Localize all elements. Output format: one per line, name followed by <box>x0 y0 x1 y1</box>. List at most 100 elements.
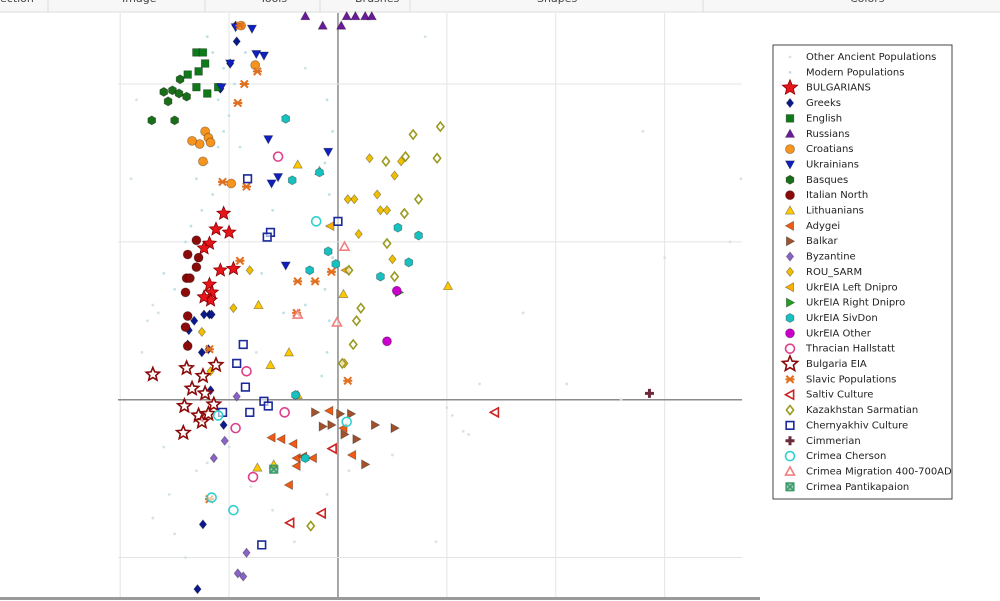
legend-label[interactable]: UkrEIA Left Dnipro <box>806 282 898 293</box>
toolbar-tab[interactable]: Tools <box>259 0 287 5</box>
legend-label[interactable]: BULGARIANS <box>806 83 871 94</box>
point <box>196 384 214 401</box>
point <box>391 453 394 457</box>
point <box>272 151 284 162</box>
point <box>200 208 204 212</box>
legend-label[interactable]: Thracian Hallstatt <box>805 344 895 355</box>
legend-label[interactable]: Crimea Cherson <box>806 451 886 462</box>
series <box>306 120 445 532</box>
point <box>399 207 410 220</box>
point <box>739 177 743 181</box>
series <box>382 285 402 347</box>
toolbar-tab[interactable]: Colors <box>850 0 885 5</box>
legend-symbol <box>785 328 795 339</box>
point <box>271 508 275 512</box>
point <box>354 228 363 240</box>
point <box>346 449 357 461</box>
point <box>196 289 212 304</box>
point <box>266 179 277 189</box>
point <box>225 260 242 276</box>
legend-label[interactable]: Russians <box>806 129 850 140</box>
point <box>218 177 228 187</box>
point <box>222 129 226 133</box>
legend-label[interactable]: Crimea Pantikapaion <box>806 482 909 493</box>
legend-label[interactable]: Chernyakhiv Culture <box>806 420 908 431</box>
toolbar-tab[interactable]: ection <box>0 0 34 5</box>
point <box>435 120 445 133</box>
legend-symbol <box>785 404 795 416</box>
series <box>196 205 242 307</box>
point <box>208 221 224 236</box>
point <box>241 366 252 377</box>
point <box>182 341 193 351</box>
point <box>252 67 262 76</box>
point <box>413 193 424 206</box>
toolbar-tab[interactable]: Image <box>122 0 157 5</box>
point <box>203 89 212 98</box>
legend-label[interactable]: Croatians <box>806 144 854 155</box>
legend-label[interactable]: ROU_SARM <box>806 267 862 278</box>
point <box>382 205 392 216</box>
legend-symbol <box>785 174 795 185</box>
point <box>310 216 322 227</box>
point <box>282 311 285 315</box>
legend-label[interactable]: Slavic Populations <box>806 374 896 385</box>
legend-label[interactable]: Crimea Migration 400-700AD <box>806 466 952 477</box>
point <box>388 254 397 265</box>
legend-label[interactable]: UkrEIA Right Dnipro <box>806 298 905 309</box>
legend-symbol <box>781 78 799 96</box>
point <box>292 159 303 169</box>
legend-label[interactable]: Modern Populations <box>806 67 904 78</box>
point <box>252 462 263 472</box>
series <box>230 151 290 483</box>
legend-label[interactable]: Ukrainians <box>806 159 859 170</box>
legend-label[interactable]: UkrEIA Other <box>806 328 872 339</box>
point <box>205 395 223 412</box>
point <box>327 193 331 196</box>
point <box>246 24 258 35</box>
series <box>197 153 406 377</box>
point <box>343 376 353 386</box>
legend-label[interactable]: UkrEIA SivDon <box>806 313 878 324</box>
point <box>390 170 399 181</box>
legend-label[interactable]: Lithuanians <box>806 206 864 217</box>
point <box>194 139 205 149</box>
point <box>163 96 173 107</box>
point <box>212 262 229 277</box>
legend-symbol <box>780 353 800 373</box>
point <box>183 70 192 79</box>
legend-label[interactable]: Adygei <box>806 221 840 232</box>
point <box>222 66 226 70</box>
legend-label[interactable]: Saltiv Culture <box>806 390 873 401</box>
legend-label[interactable]: Kazakhstan Sarmatian <box>806 405 918 416</box>
point <box>151 516 155 520</box>
point <box>307 452 317 464</box>
legend-symbol <box>786 236 796 247</box>
legend-symbol <box>785 251 795 262</box>
legend-label[interactable]: Bulgaria EIA <box>806 359 867 370</box>
toolbar-tab[interactable]: Brushes <box>355 0 400 5</box>
point <box>200 59 210 68</box>
legend-label[interactable]: English <box>806 113 842 124</box>
legend-label[interactable]: Balkar <box>806 236 839 247</box>
series <box>183 48 223 98</box>
point <box>326 442 337 455</box>
point <box>238 339 248 350</box>
legend-symbol <box>783 388 795 401</box>
legend-label[interactable]: Cimmerian <box>806 436 861 447</box>
legend-label[interactable]: Basques <box>806 175 848 186</box>
point <box>348 338 358 351</box>
legend-label[interactable]: Greeks <box>806 98 841 109</box>
point <box>391 285 402 296</box>
point <box>371 419 381 431</box>
series <box>204 21 353 504</box>
point <box>325 492 329 496</box>
point <box>323 405 334 416</box>
toolbar-items: ection Image Tools Brushes Shapes Colors <box>0 0 885 12</box>
legend-label[interactable]: Byzantine <box>806 252 856 263</box>
toolbar-tab[interactable]: Shapes <box>537 0 577 5</box>
legend-label[interactable]: Italian North <box>806 190 868 201</box>
point <box>340 429 350 440</box>
legend-label[interactable]: Other Ancient Populations <box>806 52 936 63</box>
